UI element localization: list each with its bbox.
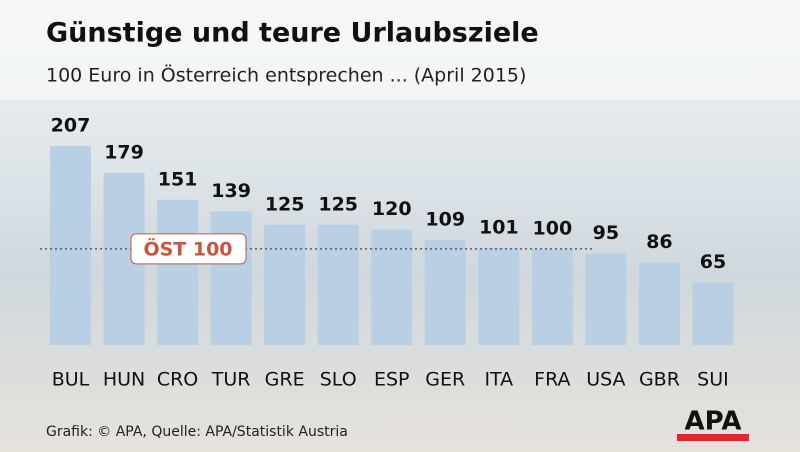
x-tick-label: GER (425, 369, 465, 391)
value-label: 101 (479, 216, 519, 238)
bar (264, 224, 306, 345)
bar (210, 211, 252, 345)
value-label: 179 (104, 141, 144, 163)
bar (585, 253, 627, 345)
value-label: 100 (533, 217, 573, 239)
bar (531, 248, 573, 345)
value-label: 207 (51, 115, 91, 137)
bar (371, 229, 413, 345)
bar (638, 262, 680, 345)
bar (424, 240, 466, 345)
x-tick-label: HUN (103, 369, 145, 391)
x-tick-label: GBR (639, 369, 680, 391)
value-label: 109 (425, 209, 465, 231)
x-tick-label: SUI (697, 369, 729, 391)
x-tick-label: BUL (52, 369, 90, 391)
bar (50, 146, 91, 345)
value-label: 86 (646, 231, 672, 253)
value-label: 139 (211, 180, 251, 202)
x-tick-label: ITA (484, 369, 513, 391)
bar (157, 199, 199, 345)
chart-subtitle: 100 Euro in Österreich entsprechen ... (… (46, 64, 526, 87)
value-label: 65 (700, 251, 726, 273)
x-tick-label: TUR (211, 369, 251, 391)
bar (478, 247, 520, 345)
x-tick-label: USA (586, 369, 625, 391)
reference-label: ÖST 100 (143, 236, 232, 260)
value-label: 125 (318, 193, 358, 215)
bar (692, 282, 734, 345)
x-tick-label: ESP (374, 369, 410, 391)
value-label: 125 (265, 193, 305, 215)
value-label: 151 (158, 168, 198, 190)
header-band (0, 0, 800, 100)
x-tick-label: GRE (265, 369, 305, 391)
bar (317, 224, 359, 345)
reference-box (130, 233, 247, 265)
source-note: Grafik: © APA, Quelle: APA/Statistik Aus… (46, 424, 348, 440)
logo-bar (677, 434, 749, 441)
x-tick-label: SLO (320, 369, 357, 391)
x-tick-label: FRA (534, 369, 570, 391)
logo: APA (685, 407, 742, 437)
value-label: 95 (593, 222, 619, 244)
chart-title: Günstige und teure Urlaubsziele (46, 18, 539, 49)
x-tick-label: CRO (157, 369, 198, 391)
value-label: 120 (372, 198, 412, 220)
